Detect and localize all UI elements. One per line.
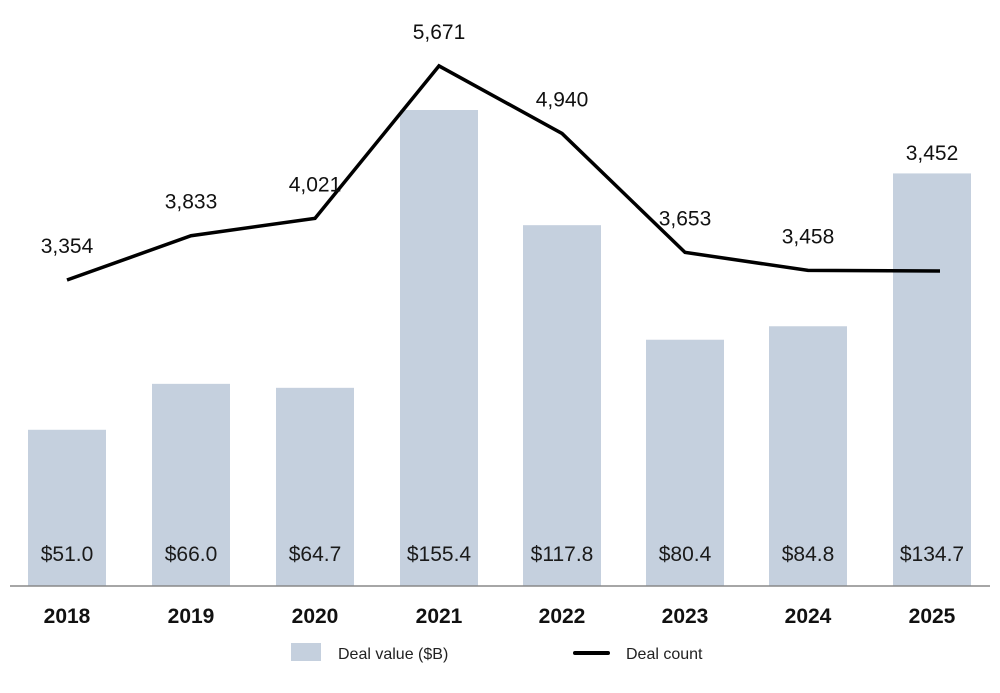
bar-label: $64.7 bbox=[289, 543, 342, 566]
x-tick-label: 2018 bbox=[44, 605, 91, 628]
line-point-label: 4,940 bbox=[536, 88, 589, 111]
x-tick-label: 2023 bbox=[662, 605, 709, 628]
bar-label: $117.8 bbox=[531, 543, 594, 566]
bar-2023 bbox=[646, 339, 724, 586]
bar-label: $155.4 bbox=[407, 543, 472, 566]
x-tick-label: 2020 bbox=[292, 605, 339, 628]
bar-label: $84.8 bbox=[782, 543, 835, 566]
deal-count-line bbox=[66, 63, 941, 282]
line-point-label: 3,833 bbox=[165, 191, 218, 214]
line-point-label: 5,671 bbox=[413, 21, 466, 44]
bar-2018 bbox=[28, 429, 106, 586]
legend-swatch-deal-value bbox=[291, 643, 321, 661]
bar-2019 bbox=[152, 383, 230, 586]
line-point-label: 3,653 bbox=[659, 207, 712, 230]
x-tick-label: 2025 bbox=[909, 605, 956, 628]
legend-label-deal-value: Deal value ($B) bbox=[338, 646, 448, 663]
x-tick-label: 2019 bbox=[168, 605, 215, 628]
line-point-label: 3,354 bbox=[41, 235, 94, 258]
bar-label: $134.7 bbox=[900, 543, 964, 566]
legend-label-deal-count: Deal count bbox=[626, 646, 703, 663]
x-tick-label: 2024 bbox=[785, 605, 832, 628]
line-point-label: 3,458 bbox=[782, 225, 835, 248]
x-tick-label: 2021 bbox=[416, 605, 463, 628]
bar-2021 bbox=[400, 110, 478, 586]
line-point-label: 3,452 bbox=[906, 142, 959, 165]
bar-2022 bbox=[523, 225, 601, 587]
x-tick-label: 2022 bbox=[539, 605, 586, 628]
bar-label: $51.0 bbox=[41, 543, 94, 566]
bar-2025 bbox=[893, 173, 971, 587]
bar-label: $66.0 bbox=[165, 543, 218, 566]
bar-label: $80.4 bbox=[659, 543, 712, 566]
bar-2024 bbox=[769, 326, 847, 586]
line-point-label: 4,021 bbox=[289, 173, 342, 196]
bar-2020 bbox=[276, 387, 354, 586]
